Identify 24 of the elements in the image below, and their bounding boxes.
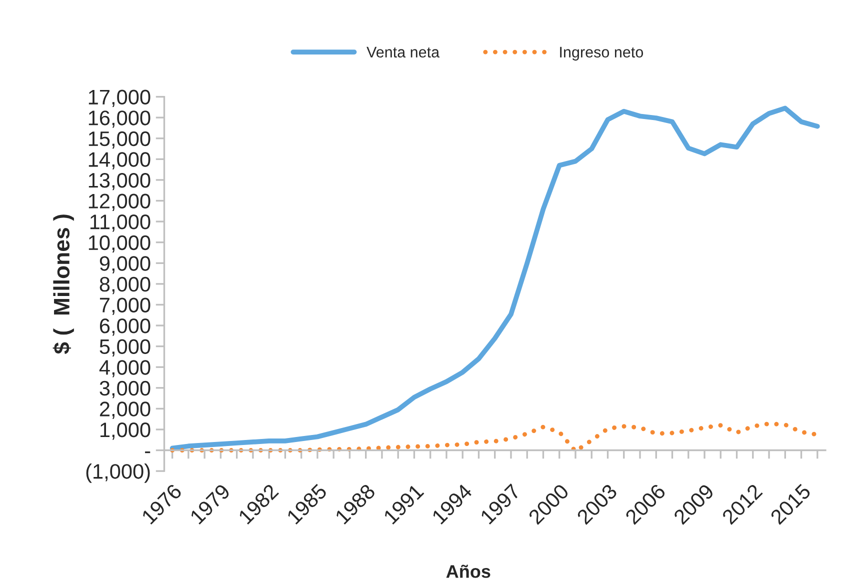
y-tick-label: 11,000 [90, 214, 150, 232]
y-tick-label: 4,000 [99, 360, 150, 378]
y-tick-label: 7,000 [100, 298, 150, 315]
y-tick-label: 2,000 [100, 402, 150, 419]
y-tick-label: 16,000 [88, 110, 150, 128]
y-tick-label: 1,000 [100, 422, 150, 440]
y-tick-label: 13,000 [88, 172, 150, 190]
y-tick-label: 15,000 [88, 131, 150, 149]
y-tick-label: (1,000) [86, 464, 150, 483]
y-tick-label: 10,000 [88, 235, 150, 253]
x-axis-title: Años [446, 564, 490, 578]
line-series [170, 106, 820, 451]
y-axis-title: $ ( Millones ) [52, 214, 74, 354]
y-tick-label: 3,000 [100, 380, 150, 398]
y-tick-label: 8,000 [100, 276, 150, 294]
y-tick-label: 14,000 [88, 152, 150, 170]
y-tick-label: 12,000 [88, 194, 150, 211]
y-tick-label: 6,000 [100, 318, 150, 336]
y-tick-label: 5,000 [100, 339, 150, 357]
y-tick-label: 17,000 [88, 90, 150, 107]
y-tick-label: 9,000 [100, 256, 150, 274]
legend-label: Ingreso neto [560, 46, 644, 61]
legend-label: Venta neta [366, 46, 440, 58]
y-tick-label: - [145, 451, 150, 454]
